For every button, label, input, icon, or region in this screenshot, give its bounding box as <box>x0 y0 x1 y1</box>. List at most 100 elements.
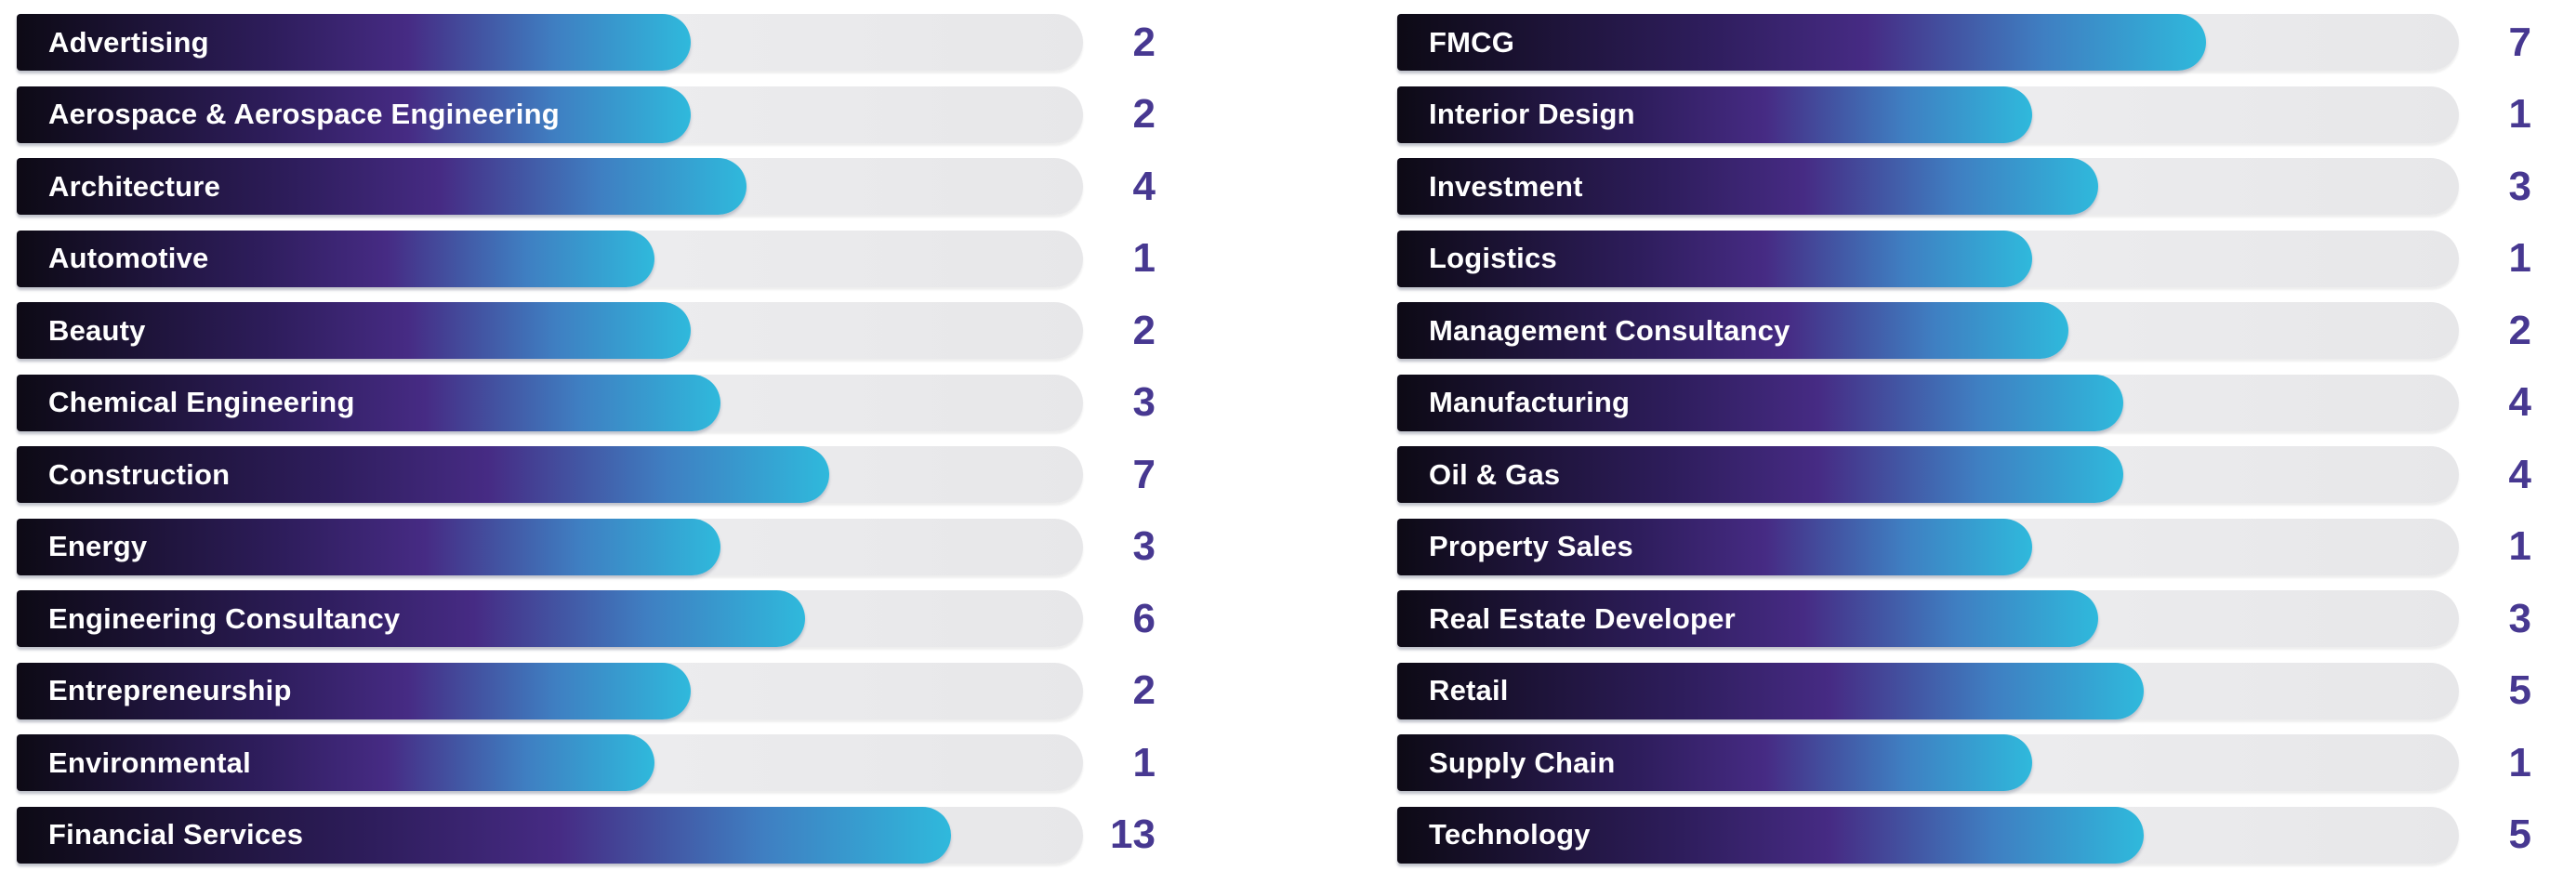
bar-row: Advertising 2 <box>17 14 1156 71</box>
bar-row: Technology 5 <box>1397 806 2531 864</box>
bar-fill: Chemical Engineering <box>17 374 721 431</box>
bar-value: 7 <box>1132 451 1156 497</box>
bar-track: Environmental <box>17 734 1083 791</box>
bar-row: Financial Services 13 <box>17 806 1156 864</box>
bar-label: Environmental <box>48 745 251 779</box>
bar-fill: Property Sales <box>1397 518 2032 575</box>
bar-track: Supply Chain <box>1397 734 2459 791</box>
bar-row: Property Sales 1 <box>1397 518 2531 575</box>
bar-track: Beauty <box>17 302 1083 359</box>
chart-columns: Advertising 2 Aerospace & Aerospace Engi… <box>17 14 2576 864</box>
bar-track: Aerospace & Aerospace Engineering <box>17 86 1083 143</box>
bar-value: 2 <box>2508 307 2531 353</box>
bar-fill: Investment <box>1397 158 2098 215</box>
bar-label: Manufacturing <box>1429 386 1631 418</box>
bar-fill: Oil & Gas <box>1397 446 2124 503</box>
bar-track: Technology <box>1397 806 2459 864</box>
bar-track: Logistics <box>1397 230 2459 287</box>
bar-fill: Automotive <box>17 230 654 287</box>
bar-label: Architecture <box>48 169 221 203</box>
bar-value: 1 <box>1132 235 1156 281</box>
bar-value: 3 <box>1132 379 1156 425</box>
bar-value: 4 <box>1132 163 1156 209</box>
bar-panel-right: FMCG 7 Interior Design 1 Investment 3 Lo… <box>1397 14 2531 864</box>
bar-track: Architecture <box>17 158 1083 215</box>
bar-value: 1 <box>2508 523 2531 569</box>
bar-label: Property Sales <box>1429 530 1633 562</box>
bar-track: Automotive <box>17 230 1083 287</box>
bar-row: FMCG 7 <box>1397 14 2531 71</box>
bar-value: 3 <box>1132 523 1156 569</box>
bar-fill: Supply Chain <box>1397 734 2032 791</box>
bar-value: 4 <box>2508 379 2531 425</box>
bar-row: Beauty 2 <box>17 302 1156 359</box>
bar-row: Management Consultancy 2 <box>1397 302 2531 359</box>
bar-value: 1 <box>2508 235 2531 281</box>
bar-row: Automotive 1 <box>17 230 1156 287</box>
bar-row: Investment 3 <box>1397 158 2531 215</box>
bar-row: Supply Chain 1 <box>1397 734 2531 791</box>
bar-label: Entrepreneurship <box>48 674 292 706</box>
bar-row: Aerospace & Aerospace Engineering 2 <box>17 86 1156 143</box>
bar-value: 2 <box>1132 667 1156 713</box>
bar-value: 2 <box>1132 307 1156 353</box>
bar-label: Investment <box>1429 169 1583 203</box>
bar-track: Financial Services <box>17 806 1083 864</box>
bar-fill: Interior Design <box>1397 86 2032 143</box>
bar-row: Construction 7 <box>17 446 1156 503</box>
bar-value: 1 <box>2508 91 2531 137</box>
bar-value: 13 <box>1110 811 1156 857</box>
bar-row: Energy 3 <box>17 518 1156 575</box>
bar-label: Financial Services <box>48 818 304 851</box>
bar-fill: Advertising <box>17 14 691 71</box>
bar-row: Chemical Engineering 3 <box>17 374 1156 431</box>
bar-value: 5 <box>2508 811 2531 857</box>
bar-label: FMCG <box>1429 25 1515 59</box>
bar-row: Interior Design 1 <box>1397 86 2531 143</box>
bar-track: Engineering Consultancy <box>17 590 1083 647</box>
bar-fill: Environmental <box>17 734 654 791</box>
bar-label: Automotive <box>48 242 209 274</box>
bar-value: 3 <box>2508 595 2531 641</box>
bar-fill: Management Consultancy <box>1397 302 2068 359</box>
bar-track: Manufacturing <box>1397 374 2459 431</box>
bar-value: 1 <box>2508 739 2531 785</box>
bar-value: 3 <box>2508 163 2531 209</box>
bar-label: Advertising <box>48 25 209 59</box>
bar-value: 2 <box>1132 19 1156 65</box>
bar-track: Chemical Engineering <box>17 374 1083 431</box>
bar-label: Aerospace & Aerospace Engineering <box>48 98 560 130</box>
bar-track: Oil & Gas <box>1397 446 2459 503</box>
bar-track: Retail <box>1397 662 2459 719</box>
bar-track: Property Sales <box>1397 518 2459 575</box>
bar-panel-left: Advertising 2 Aerospace & Aerospace Engi… <box>17 14 1156 864</box>
bar-fill: Logistics <box>1397 230 2032 287</box>
bar-fill: Beauty <box>17 302 691 359</box>
bar-track: Interior Design <box>1397 86 2459 143</box>
bar-label: Real Estate Developer <box>1429 601 1736 635</box>
bar-fill: Energy <box>17 518 721 575</box>
bar-track: Construction <box>17 446 1083 503</box>
bar-row: Engineering Consultancy 6 <box>17 590 1156 647</box>
bar-value: 2 <box>1132 91 1156 137</box>
bar-fill: Manufacturing <box>1397 374 2124 431</box>
bar-row: Entrepreneurship 2 <box>17 662 1156 719</box>
bar-fill: Technology <box>1397 806 2144 864</box>
bar-row: Retail 5 <box>1397 662 2531 719</box>
bar-label: Logistics <box>1429 242 1557 274</box>
bar-fill: Retail <box>1397 662 2144 719</box>
bar-fill: Aerospace & Aerospace Engineering <box>17 86 691 143</box>
bar-row: Manufacturing 4 <box>1397 374 2531 431</box>
bar-value: 5 <box>2508 667 2531 713</box>
bar-row: Logistics 1 <box>1397 230 2531 287</box>
bar-row: Environmental 1 <box>17 734 1156 791</box>
bar-row: Real Estate Developer 3 <box>1397 590 2531 647</box>
bar-value: 7 <box>2508 19 2531 65</box>
bar-track: Management Consultancy <box>1397 302 2459 359</box>
bar-label: Engineering Consultancy <box>48 601 401 635</box>
bar-fill: Real Estate Developer <box>1397 590 2098 647</box>
bar-fill: FMCG <box>1397 14 2207 71</box>
bar-label: Technology <box>1429 818 1591 851</box>
bar-label: Interior Design <box>1429 98 1635 130</box>
